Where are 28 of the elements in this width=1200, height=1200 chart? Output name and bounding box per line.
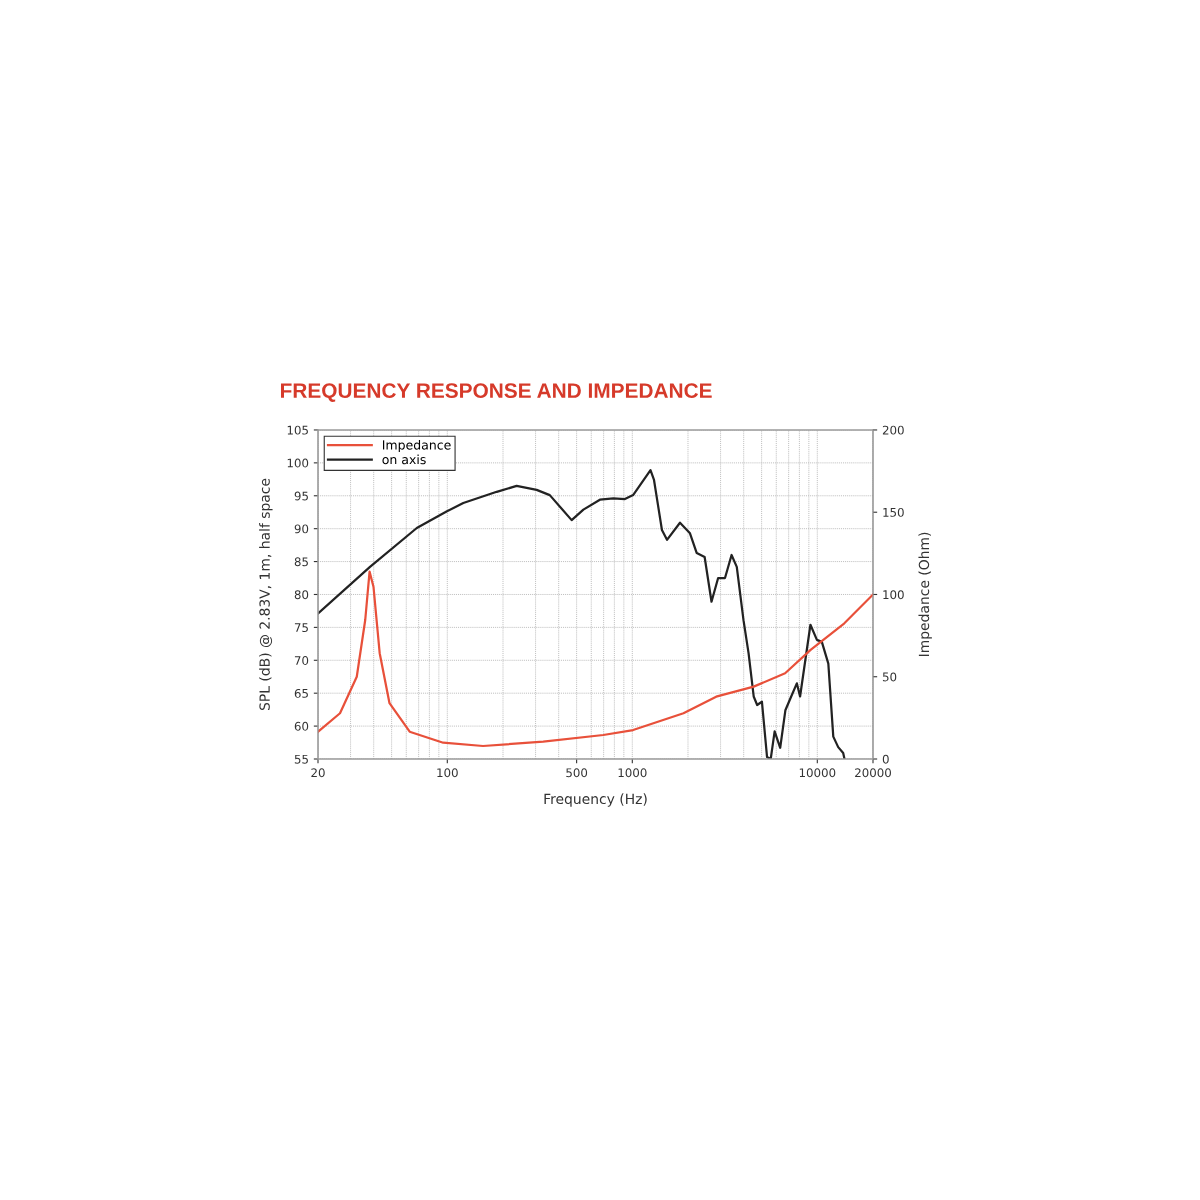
- legend-label: on axis: [382, 454, 426, 465]
- x-tick-label: 100: [437, 768, 458, 778]
- y-tick-label: 55: [294, 754, 308, 764]
- x-tick-label: 500: [566, 768, 588, 778]
- x-axis-title: Frequency (Hz): [544, 793, 647, 807]
- y2-tick-label: 50: [882, 672, 897, 682]
- y2-axis-title: Impedance (Ohm): [918, 532, 932, 657]
- x-tick-label: 1000: [618, 768, 647, 778]
- y-tick-label: 95: [294, 491, 308, 501]
- x-tick-label: 20: [311, 768, 325, 778]
- x-tick-label: 20000: [855, 768, 891, 778]
- y-tick-label: 65: [294, 688, 308, 698]
- y-tick-label: 85: [294, 557, 308, 567]
- y-tick-label: 105: [287, 425, 308, 435]
- y2-tick-label: 150: [883, 507, 904, 517]
- chart-title: FREQUENCY RESPONSE AND IMPEDANCE: [280, 383, 712, 402]
- y-tick-label: 90: [294, 524, 309, 534]
- y-tick-label: 80: [294, 590, 309, 600]
- y2-tick-label: 100: [883, 590, 904, 600]
- y-tick-label: 75: [294, 623, 308, 633]
- y2-tick-label: 0: [882, 754, 889, 764]
- x-tick-label: 10000: [799, 768, 836, 778]
- y-tick-label: 70: [294, 656, 309, 665]
- y-tick-label: 100: [287, 458, 309, 468]
- y2-tick-label: 200: [882, 425, 904, 435]
- y-axis-title: SPL (dB) @ 2.83V, 1m, half space: [259, 478, 273, 711]
- legend-label: Impedance: [382, 439, 451, 453]
- y-tick-label: 60: [294, 721, 309, 731]
